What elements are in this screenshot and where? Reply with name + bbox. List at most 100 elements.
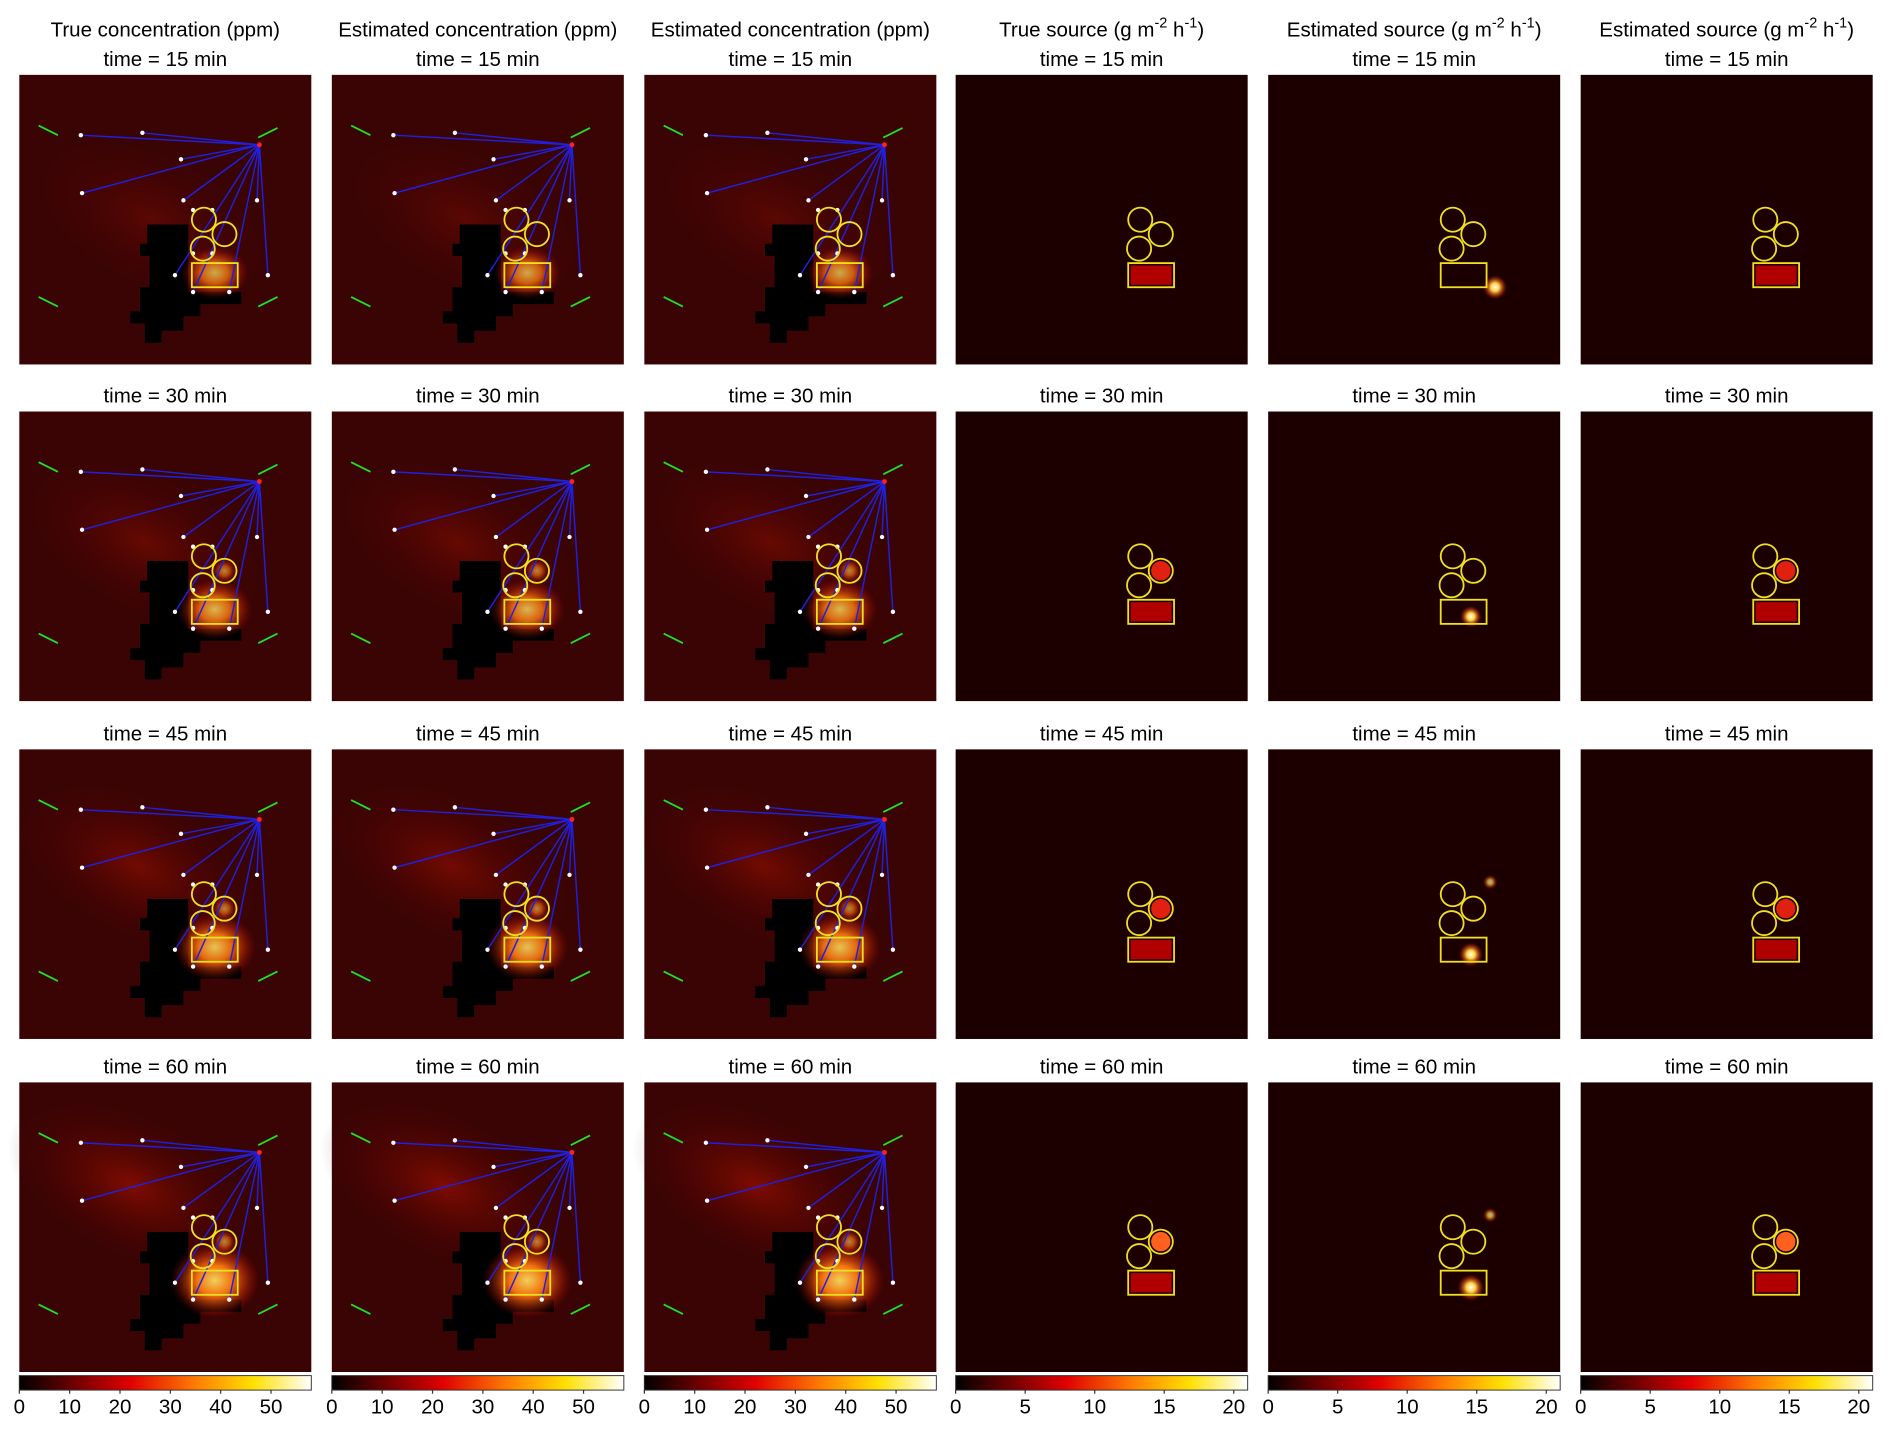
beam bbox=[182, 818, 260, 876]
retroreflector bbox=[254, 872, 260, 878]
retroreflector bbox=[485, 272, 490, 278]
panel bbox=[644, 411, 937, 702]
panel-title: time = 15 min bbox=[1665, 48, 1789, 71]
retroreflector bbox=[254, 198, 260, 203]
tank-outline bbox=[836, 557, 863, 584]
wind-arrow bbox=[350, 970, 371, 982]
source-outline bbox=[1439, 598, 1488, 625]
wind-arrow bbox=[38, 1132, 59, 1144]
wind-arrow bbox=[257, 801, 278, 813]
beam bbox=[454, 132, 573, 146]
tank-outline bbox=[1752, 881, 1779, 908]
wind-arrow bbox=[663, 970, 684, 982]
laser-source bbox=[882, 1149, 887, 1155]
retroreflector bbox=[452, 467, 458, 472]
estimated-spot bbox=[1482, 275, 1508, 300]
beam bbox=[486, 481, 573, 613]
panel bbox=[639, 749, 937, 1039]
beam bbox=[393, 1142, 572, 1154]
tank-outline bbox=[523, 1228, 550, 1255]
title-superscript: -1 bbox=[1834, 15, 1847, 31]
retroreflector bbox=[485, 609, 490, 614]
beam bbox=[706, 818, 885, 869]
colorbar-tick-label: 30 bbox=[159, 1396, 182, 1419]
beam bbox=[394, 144, 573, 194]
tank-outline bbox=[814, 235, 841, 262]
hot-spot bbox=[837, 558, 862, 583]
wind-arrow bbox=[882, 463, 903, 476]
retroreflector bbox=[567, 1205, 572, 1211]
source-outline bbox=[503, 598, 552, 625]
beam bbox=[81, 480, 260, 531]
retroreflector bbox=[181, 198, 186, 203]
retroreflector bbox=[503, 964, 508, 969]
retroreflector bbox=[503, 626, 508, 631]
tank-outline bbox=[1438, 1243, 1465, 1270]
estimated-spot bbox=[1460, 605, 1482, 628]
beam bbox=[493, 818, 573, 835]
retroreflector bbox=[797, 947, 803, 952]
source-outline bbox=[815, 936, 864, 963]
title-text: Estimated concentration (ppm) bbox=[338, 19, 617, 42]
wind-arrow bbox=[257, 1134, 278, 1146]
retroreflector bbox=[806, 1205, 811, 1211]
beam bbox=[180, 818, 260, 835]
panel-title: time = 15 min bbox=[103, 48, 227, 71]
colorbar-tick-label: 5 bbox=[1332, 1396, 1343, 1419]
wind-arrow bbox=[570, 463, 591, 476]
laser-source bbox=[257, 816, 262, 822]
estimated-spot bbox=[1458, 942, 1483, 967]
retroreflector bbox=[227, 1297, 232, 1302]
beam bbox=[258, 481, 269, 612]
wind-arrow bbox=[257, 127, 278, 139]
source-outline bbox=[503, 1269, 552, 1296]
beam bbox=[705, 1142, 885, 1154]
wind-arrow bbox=[663, 296, 684, 308]
beam bbox=[571, 819, 582, 950]
beam bbox=[180, 144, 260, 161]
title-text: True source (g m bbox=[999, 19, 1154, 42]
laser-source bbox=[257, 1149, 262, 1155]
beam bbox=[799, 144, 886, 276]
colorbar-tick-label: 20 bbox=[1535, 1396, 1558, 1419]
retroreflector bbox=[78, 807, 84, 812]
beam bbox=[493, 480, 573, 497]
retroreflector bbox=[803, 1164, 809, 1170]
beam bbox=[541, 1152, 573, 1300]
tank-outline bbox=[190, 1214, 217, 1241]
tank-source bbox=[1151, 898, 1171, 919]
tank-outline bbox=[1126, 572, 1153, 599]
beam bbox=[883, 481, 894, 612]
tank-source bbox=[1776, 561, 1796, 581]
wind-arrow bbox=[882, 801, 903, 813]
laser-source bbox=[882, 816, 887, 822]
panel bbox=[7, 1082, 312, 1372]
beam bbox=[504, 144, 573, 293]
title-superscript: -2 bbox=[1492, 15, 1505, 31]
tank-outline bbox=[189, 235, 216, 262]
beam bbox=[541, 819, 573, 967]
beam bbox=[192, 1152, 261, 1300]
panel-background bbox=[1580, 1082, 1873, 1372]
panel-title: time = 15 min bbox=[416, 48, 540, 71]
source-outline bbox=[1127, 936, 1175, 963]
wind-arrow bbox=[257, 970, 278, 982]
retroreflector bbox=[140, 467, 145, 472]
panel-title: time = 45 min bbox=[1665, 722, 1789, 745]
beam bbox=[394, 818, 573, 869]
hot-spot bbox=[212, 558, 237, 583]
source-outline bbox=[503, 262, 552, 289]
tank-outline bbox=[211, 1228, 238, 1255]
panel bbox=[955, 74, 1248, 365]
beam bbox=[495, 480, 573, 538]
tank-source bbox=[1776, 898, 1796, 919]
retroreflector bbox=[78, 469, 84, 475]
beam bbox=[192, 144, 261, 293]
retroreflector bbox=[265, 1280, 271, 1285]
estimated-spot bbox=[1482, 874, 1498, 890]
tank-outline bbox=[1127, 1214, 1154, 1241]
beam bbox=[817, 819, 886, 967]
laser-source bbox=[257, 479, 262, 484]
beam bbox=[180, 1151, 260, 1168]
panel-background bbox=[955, 749, 1248, 1039]
